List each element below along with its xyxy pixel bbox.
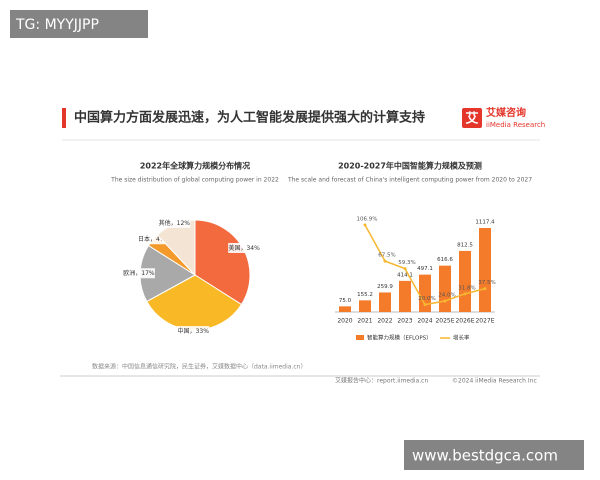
footer-left: 艾媒报告中心：report.iimedia.cn	[335, 377, 428, 385]
slice-value: 34%	[246, 244, 260, 251]
bar-label: 155.2	[357, 292, 373, 298]
label-box	[177, 326, 210, 337]
bar	[419, 274, 431, 312]
slice-category: 日本，	[138, 235, 156, 243]
slice-category: 其他，	[159, 218, 177, 226]
bar-label: 616.6	[437, 257, 453, 263]
growth-label: 37.5%	[478, 280, 495, 286]
x-tick-label: 2026E	[455, 318, 474, 325]
x-tick-label: 2027E	[475, 318, 494, 325]
legend-label: 智能算力规模（EFLOPS）	[367, 334, 432, 342]
bar-label: 812.5	[457, 242, 473, 248]
bar-label: 259.9	[377, 284, 393, 290]
label-box	[158, 217, 191, 228]
growth-label: 24.0%	[438, 292, 455, 298]
bar	[359, 300, 371, 312]
bar	[479, 228, 491, 312]
growth-point	[363, 223, 367, 227]
watermark-top: TG: MYYJJPP	[15, 17, 99, 33]
logo-en: iiMedia Research	[486, 121, 545, 129]
label-box	[122, 268, 155, 279]
source: 数据来源：中国信息通信研究院，民生证券，艾媒数据中心（data.iimedia.…	[92, 363, 306, 371]
x-tick-label: 2021	[357, 318, 372, 325]
logo-box	[462, 108, 482, 128]
slice-value: 12%	[177, 219, 191, 226]
slice-label: 欧洲，17%	[123, 269, 155, 277]
title-bar	[62, 108, 66, 128]
watermark-bottom: www.bestdgca.com	[412, 447, 558, 465]
logo-name: 艾媒咨询	[486, 106, 526, 119]
bar	[439, 265, 451, 312]
growth-label: 31.8%	[458, 285, 475, 291]
slice-label: 中国，33%	[178, 327, 210, 335]
growth-point	[483, 287, 487, 291]
x-tick-label: 2020	[337, 318, 352, 325]
bar-label: 75.0	[339, 298, 352, 304]
growth-point	[463, 292, 467, 296]
growth-label: 59.3%	[398, 260, 415, 266]
bar	[379, 292, 391, 312]
header-title: 中国算力方面发展迅速，为人工智能发展提供强大的计算支持	[74, 110, 425, 126]
bar	[399, 280, 411, 312]
bar	[459, 250, 471, 312]
label-box	[228, 242, 261, 253]
legend-swatch	[356, 335, 364, 340]
growth-label: 67.5%	[378, 253, 395, 259]
watermark-box	[404, 440, 584, 470]
chart-subtitle: The scale and forecast of China's intell…	[287, 177, 532, 184]
x-tick-label: 2022	[377, 318, 392, 325]
x-tick-label: 2025E	[435, 318, 454, 325]
slice-value: 33%	[196, 328, 210, 335]
x-tick-label: 2024	[417, 318, 432, 325]
bar-label: 1117.4	[475, 220, 495, 226]
growth-point	[383, 259, 387, 263]
footer-right: ©2024 iiMedia Research Inc	[452, 378, 537, 385]
x-tick-label: 2023	[397, 318, 412, 325]
growth-point	[423, 303, 427, 307]
growth-point	[443, 299, 447, 303]
slice-category: 欧洲，	[123, 269, 141, 277]
growth-point	[403, 267, 407, 271]
slice-label: 美国，34%	[228, 243, 260, 251]
label-box	[135, 234, 168, 245]
watermark-box	[10, 10, 148, 38]
slice-category: 中国，	[178, 327, 196, 335]
growth-label: 20.0%	[418, 296, 435, 302]
slice-value: 17%	[141, 270, 155, 277]
chart-title: 2020-2027年中国智能算力规模及预测	[338, 161, 482, 171]
chart-subtitle: The size distribution of global computin…	[110, 177, 279, 184]
chart-title: 2022年全球算力规模分布情况	[140, 161, 250, 171]
bar-label: 414.1	[397, 272, 413, 278]
slice-category: 美国，	[228, 243, 246, 251]
legend-label: 增长率	[453, 334, 470, 342]
growth-label: 106.9%	[357, 217, 378, 223]
logo-icon: 艾	[465, 111, 478, 127]
slice-label: 其他，12%	[159, 218, 191, 226]
bar-label: 497.1	[417, 266, 433, 272]
bar	[339, 306, 351, 312]
